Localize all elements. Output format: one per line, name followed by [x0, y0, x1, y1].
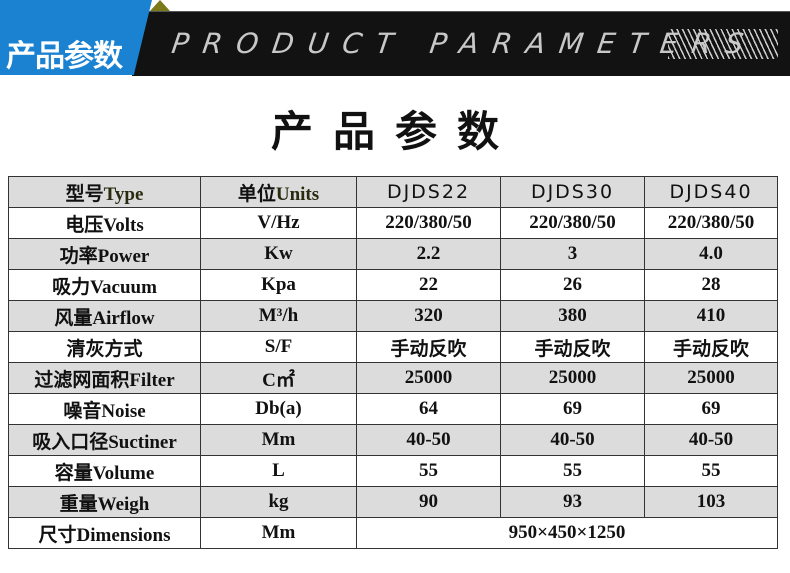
row-label: 尺寸Dimensions	[8, 517, 201, 549]
table-row-dimensions: 尺寸Dimensions Mm 950×450×1250	[8, 517, 778, 549]
row-unit: Mm	[200, 517, 357, 549]
table-row: 噪音Noise Db(a) 64 69 69	[8, 393, 778, 425]
table-header-row: 型号Type 单位Units DJDS22 DJDS30 DJDS40	[8, 176, 778, 208]
row-value: 手动反吹	[644, 331, 778, 363]
row-unit: M³/h	[200, 300, 357, 332]
row-label: 功率Power	[8, 238, 201, 270]
table-row: 清灰方式 S/F 手动反吹 手动反吹 手动反吹	[8, 331, 778, 363]
table-row: 功率Power Kw 2.2 3 4.0	[8, 238, 778, 270]
row-label: 风量Airflow	[8, 300, 201, 332]
row-unit: C㎡	[200, 362, 357, 394]
stripes-decoration	[668, 29, 778, 59]
row-value: 40-50	[356, 424, 501, 456]
table-row: 吸力Vacuum Kpa 22 26 28	[8, 269, 778, 301]
table-row: 吸入口径Suctiner Mm 40-50 40-50 40-50	[8, 424, 778, 456]
row-unit: Db(a)	[200, 393, 357, 425]
row-unit: kg	[200, 486, 357, 518]
row-label: 清灰方式	[8, 331, 201, 363]
header-type: 型号Type	[8, 176, 201, 208]
header-model: DJDS40	[644, 176, 778, 208]
table-row: 重量Weigh kg 90 93 103	[8, 486, 778, 518]
row-value: 26	[500, 269, 645, 301]
header-type-en: Type	[103, 183, 144, 205]
header-units-cn: 单位	[237, 183, 276, 205]
row-unit: Kpa	[200, 269, 357, 301]
header-model: DJDS22	[356, 176, 501, 208]
row-label: 电压Volts	[8, 207, 201, 239]
row-value: 55	[500, 455, 645, 487]
row-value: 手动反吹	[356, 331, 501, 363]
row-value: 320	[356, 300, 501, 332]
row-value: 4.0	[644, 238, 778, 270]
row-label: 重量Weigh	[8, 486, 201, 518]
banner-blue-tab	[0, 0, 152, 75]
row-value: 103	[644, 486, 778, 518]
row-label: 容量Volume	[8, 455, 201, 487]
row-value: 69	[644, 393, 778, 425]
table-row: 容量Volume L 55 55 55	[8, 455, 778, 487]
row-value: 55	[356, 455, 501, 487]
row-value: 950×450×1250	[356, 517, 778, 549]
row-value: 28	[644, 269, 778, 301]
row-value: 40-50	[644, 424, 778, 456]
row-value: 55	[644, 455, 778, 487]
row-value: 380	[500, 300, 645, 332]
row-value: 25000	[356, 362, 501, 394]
header-units: 单位Units	[200, 176, 357, 208]
row-label: 过滤网面积Filter	[8, 362, 201, 394]
row-label: 吸入口径Suctiner	[8, 424, 201, 456]
row-unit: L	[200, 455, 357, 487]
page-title: 产品参数	[270, 107, 519, 156]
row-value: 410	[644, 300, 778, 332]
row-unit: S/F	[200, 331, 357, 363]
row-value: 90	[356, 486, 501, 518]
table-row: 过滤网面积Filter C㎡ 25000 25000 25000	[8, 362, 778, 394]
row-value: 25000	[644, 362, 778, 394]
row-value: 40-50	[500, 424, 645, 456]
row-value: 220/380/50	[356, 207, 501, 239]
header-units-en: Units	[275, 183, 320, 205]
row-unit: Mm	[200, 424, 357, 456]
banner-accent	[150, 0, 170, 11]
row-value: 220/380/50	[500, 207, 645, 239]
row-value: 64	[356, 393, 501, 425]
row-label: 吸力Vacuum	[8, 269, 201, 301]
row-unit: V/Hz	[200, 207, 357, 239]
row-value: 手动反吹	[500, 331, 645, 363]
row-value: 2.2	[356, 238, 501, 270]
row-value: 22	[356, 269, 501, 301]
row-value: 220/380/50	[644, 207, 778, 239]
table-row: 风量Airflow M³/h 320 380 410	[8, 300, 778, 332]
row-label: 噪音Noise	[8, 393, 201, 425]
banner-cn-title: 产品参数	[6, 39, 123, 74]
header-type-cn: 型号	[65, 183, 104, 205]
row-unit: Kw	[200, 238, 357, 270]
parameters-table: 型号Type 单位Units DJDS22 DJDS30 DJDS40 电压Vo…	[8, 176, 778, 549]
header-banner: 产品参数 PRODUCT PARAMETERS	[0, 0, 790, 76]
row-value: 69	[500, 393, 645, 425]
row-value: 93	[500, 486, 645, 518]
row-value: 25000	[500, 362, 645, 394]
header-model: DJDS30	[500, 176, 645, 208]
row-value: 3	[500, 238, 645, 270]
table-row: 电压Volts V/Hz 220/380/50 220/380/50 220/380/5…	[8, 207, 778, 239]
